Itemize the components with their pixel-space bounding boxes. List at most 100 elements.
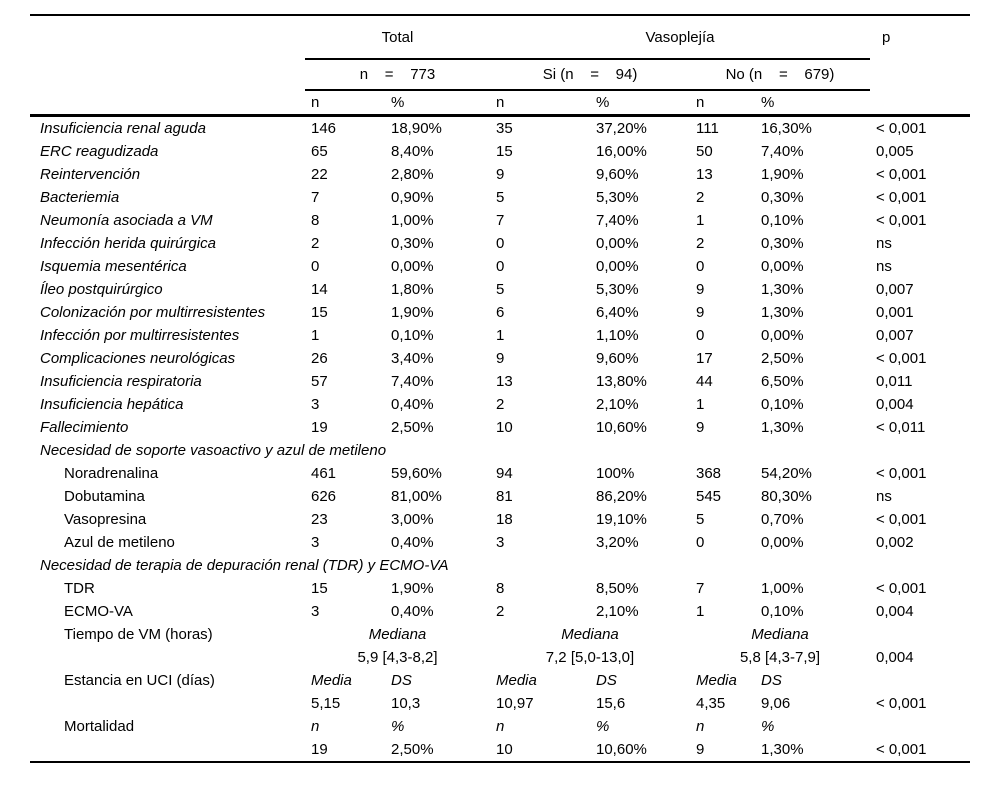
cell-value: 10,97	[496, 695, 534, 712]
cell-value: 13	[496, 373, 513, 390]
p-value: < 0,001	[876, 350, 927, 367]
cell-value: n	[696, 718, 705, 735]
row-label: Vasopresina	[64, 511, 147, 528]
cell-value: 461	[311, 465, 337, 482]
row-label: Íleo postquirúrgico	[40, 281, 163, 298]
cell-value: 9	[496, 166, 505, 183]
row-label: Noradrenalina	[64, 465, 159, 482]
cell-value: 13	[696, 166, 713, 183]
cell-value: 0,30%	[761, 235, 804, 252]
cell-value: 7,40%	[596, 212, 639, 229]
cell-value: 0	[496, 235, 505, 252]
cell-value: 17	[696, 350, 713, 367]
cell-value: 0,00%	[596, 235, 639, 252]
cell-value: Mediana	[561, 626, 619, 643]
cell-value: 0,00%	[391, 258, 434, 275]
cell-value: 50	[696, 143, 713, 160]
table-body: Insuficiencia renal aguda 146 18,90% 35 37,2…	[30, 116, 970, 763]
cell-value: 9	[690, 738, 755, 763]
cell-value: 0,40%	[391, 603, 434, 620]
p-value: 0,004	[876, 649, 914, 666]
table-row: Isquemia mesentérica 0 0,00% 0 0,00% 0 0,00% ns	[30, 255, 970, 278]
cell-value: 5	[496, 189, 505, 206]
cell-value: 10	[490, 738, 590, 763]
row-label: Dobutamina	[64, 488, 145, 505]
table-row: Noradrenalina 461 59,60% 94 100% 368 54,20% < 0…	[30, 462, 970, 485]
cell-value: 0,10%	[761, 212, 804, 229]
measure-header: %	[590, 90, 690, 117]
measure-header: %	[385, 90, 490, 117]
cell-value: 2,50%	[761, 350, 804, 367]
cell-value: n	[311, 718, 320, 735]
table-row: 5,9 [4,3-8,2] 7,2 [5,0-13,0] 5,8 [4,3-7,9]…	[30, 646, 970, 669]
cell-value: 2	[496, 603, 505, 620]
p-value	[870, 623, 970, 646]
cell-value: 1,00%	[391, 212, 434, 229]
cell-value: 1,30%	[755, 738, 870, 763]
row-label: Infección por multirresistentes	[40, 327, 240, 344]
cell-value: 111	[696, 120, 719, 137]
table-row: Tiempo de VM (horas) Mediana Mediana Median…	[30, 623, 970, 646]
total-group-header: Total	[305, 15, 490, 60]
cell-value: 0,30%	[391, 235, 434, 252]
table-row: Complicaciones neurológicas 26 3,40% 9 9,60%…	[30, 347, 970, 370]
cell-value: 0,90%	[391, 189, 434, 206]
cell-value: 59,60%	[391, 465, 442, 482]
table-row: Estancia en UCI (días) Media DS Media DS Medi…	[30, 669, 970, 692]
cell-value: 94	[496, 465, 513, 482]
table-row: Íleo postquirúrgico 14 1,80% 5 5,30% 9 1,30% 0,…	[30, 278, 970, 301]
p-column-header: p	[882, 29, 891, 46]
table-row: ERC reagudizada 65 8,40% 15 16,00% 50 7,40% 0,0…	[30, 140, 970, 163]
cell-value: 15,6	[596, 695, 626, 712]
cell-value: 14	[311, 281, 328, 298]
cell-value: 44	[696, 373, 713, 390]
cell-value: 146	[311, 120, 337, 137]
cell-value: 0,40%	[391, 534, 434, 551]
table-row: Reintervención 22 2,80% 9 9,60% 13 1,90% < 0,00…	[30, 163, 970, 186]
table-row: Vasopresina 23 3,00% 18 19,10% 5 0,70% < 0,001	[30, 508, 970, 531]
cell-value: 1	[696, 603, 705, 620]
p-value: 0,004	[876, 603, 914, 620]
cell-value: Mediana	[751, 626, 809, 643]
p-value	[870, 715, 970, 738]
cell-value: 368	[696, 465, 722, 482]
cell-value: 81	[496, 488, 513, 505]
cell-value: 18	[496, 511, 513, 528]
cell-value: Media	[311, 672, 352, 689]
cell-value: DS	[391, 672, 412, 689]
row-label: ERC reagudizada	[40, 143, 159, 160]
cell-value: 1,30%	[761, 419, 804, 436]
p-value: < 0,001	[876, 166, 927, 183]
cell-value: 22	[311, 166, 328, 183]
p-value: < 0,001	[876, 511, 927, 528]
table-row: Fallecimiento 19 2,50% 10 10,60% 9 1,30% < 0,01…	[30, 416, 970, 439]
cell-value: 5	[496, 281, 505, 298]
cell-value: 23	[311, 511, 328, 528]
row-label: Fallecimiento	[40, 419, 129, 436]
cell-value: 1,30%	[761, 304, 804, 321]
table-row: Dobutamina 626 81,00% 81 86,20% 545 80,30% ns	[30, 485, 970, 508]
cell-value: 0,30%	[761, 189, 804, 206]
p-value: ns	[876, 235, 892, 252]
total-n-header: n = 773	[305, 59, 490, 91]
cell-value: 0,10%	[761, 603, 804, 620]
cell-value: 9,06	[761, 695, 791, 712]
p-value: < 0,011	[876, 419, 926, 436]
row-label	[30, 692, 305, 715]
p-value	[870, 669, 970, 692]
cell-value: 10,60%	[596, 419, 647, 436]
table-row: Neumonía asociada a VM 8 1,00% 7 7,40% 1 0,10%…	[30, 209, 970, 232]
cell-value: 1	[696, 396, 705, 413]
cell-value: 2	[696, 189, 705, 206]
group-header-row: Total Vasoplejía p	[30, 15, 970, 60]
table-row: Insuficiencia renal aguda 146 18,90% 35 37,2…	[30, 116, 970, 141]
cell-value: 5	[696, 511, 705, 528]
p-value: < 0,001	[876, 465, 927, 482]
cell-value: 9	[496, 350, 505, 367]
cell-value: 2,10%	[596, 603, 639, 620]
cell-value: 80,30%	[761, 488, 812, 505]
cell-value: 2,50%	[391, 419, 434, 436]
cell-value: 16,00%	[596, 143, 647, 160]
cell-value: 2	[696, 235, 705, 252]
cell-value: 8	[496, 580, 505, 597]
